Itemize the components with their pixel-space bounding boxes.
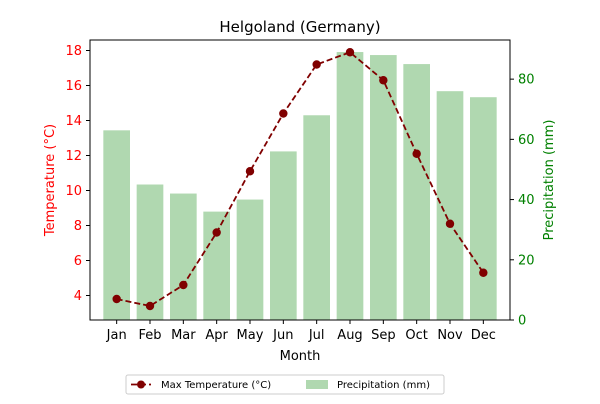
right-y-tick-label: 80 bbox=[518, 73, 535, 88]
precip-bar-sep bbox=[370, 55, 397, 320]
temp-point-jul bbox=[312, 60, 321, 69]
temp-point-oct bbox=[412, 149, 421, 158]
precip-bar-jun bbox=[270, 151, 297, 320]
left-y-tick-label: 18 bbox=[65, 44, 82, 59]
precip-bar-dec bbox=[470, 97, 497, 320]
x-tick-label: Sep bbox=[371, 328, 396, 343]
legend-line-marker bbox=[137, 380, 145, 389]
legend-label-temperature: Max Temperature (°C) bbox=[161, 380, 271, 391]
temp-point-mar bbox=[179, 280, 188, 290]
precip-bar-oct bbox=[403, 64, 430, 320]
left-y-tick-label: 8 bbox=[74, 219, 82, 234]
precip-bar-feb bbox=[136, 184, 164, 320]
x-tick-label: Mar bbox=[171, 328, 196, 343]
precip-bar-may bbox=[236, 199, 264, 320]
temp-point-feb bbox=[145, 301, 155, 311]
temperature-line bbox=[116, 51, 485, 307]
x-axis: Jan Feb Mar Apr May Jun Jul Aug Sep Oct Nov Dec bbox=[106, 320, 496, 343]
temperature-line-layer bbox=[112, 48, 488, 311]
left-y-tick-label: 6 bbox=[74, 254, 82, 269]
right-axis-label: Precipitation (mm) bbox=[542, 120, 557, 241]
right-y-tick-label: 20 bbox=[518, 253, 535, 268]
left-y-tick-label: 14 bbox=[65, 114, 82, 129]
legend: Max Temperature (°C) Precipitation (mm) bbox=[125, 374, 445, 395]
right-y-tick-label: 40 bbox=[518, 193, 535, 208]
x-tick-label: Feb bbox=[138, 328, 161, 343]
plot-frame bbox=[89, 39, 511, 321]
temp-point-may bbox=[245, 167, 255, 176]
temp-point-apr bbox=[212, 228, 221, 237]
precip-bar-jan bbox=[103, 130, 130, 320]
temp-point-jun bbox=[279, 109, 288, 118]
x-tick-label: Dec bbox=[471, 328, 496, 343]
temp-point-aug bbox=[345, 48, 355, 57]
precip-bar-mar bbox=[170, 193, 197, 320]
legend-bar-swatch bbox=[306, 380, 328, 389]
x-tick-label: Jul bbox=[308, 328, 325, 343]
chart-title: Helgoland (Germany) bbox=[219, 18, 380, 36]
legend-box bbox=[125, 374, 445, 395]
temp-point-sep bbox=[379, 76, 388, 85]
precip-bar-jul bbox=[303, 115, 330, 320]
precipitation-bars bbox=[103, 52, 497, 321]
precip-bar-apr bbox=[203, 211, 230, 320]
x-tick-label: Aug bbox=[337, 328, 362, 343]
left-y-tick-label: 10 bbox=[65, 184, 82, 199]
left-axis-label: Temperature (°C) bbox=[43, 124, 58, 237]
x-axis-label: Month bbox=[280, 349, 321, 364]
temp-point-jan bbox=[112, 294, 121, 304]
x-tick-label: Jun bbox=[272, 328, 293, 343]
x-tick-label: Apr bbox=[205, 328, 228, 343]
temp-point-dec bbox=[479, 268, 488, 277]
x-tick-label: Oct bbox=[405, 328, 427, 343]
x-tick-label: Nov bbox=[437, 328, 463, 343]
left-y-tick-label: 4 bbox=[74, 289, 82, 304]
precip-bar-aug bbox=[336, 52, 364, 321]
left-y-tick-label: 12 bbox=[65, 149, 82, 164]
right-y-axis: 0 20 40 60 80 bbox=[510, 73, 535, 329]
right-y-tick-label: 60 bbox=[518, 133, 535, 148]
x-tick-label: Jan bbox=[106, 328, 127, 343]
temp-point-nov bbox=[445, 219, 455, 228]
legend-label-precipitation: Precipitation (mm) bbox=[337, 380, 430, 391]
x-tick-label: May bbox=[237, 328, 264, 343]
right-y-tick-label: 0 bbox=[518, 314, 526, 329]
left-y-axis: 4 6 8 10 12 14 16 18 bbox=[65, 44, 90, 304]
left-y-tick-label: 16 bbox=[65, 79, 82, 94]
precip-bar-nov bbox=[436, 91, 464, 320]
